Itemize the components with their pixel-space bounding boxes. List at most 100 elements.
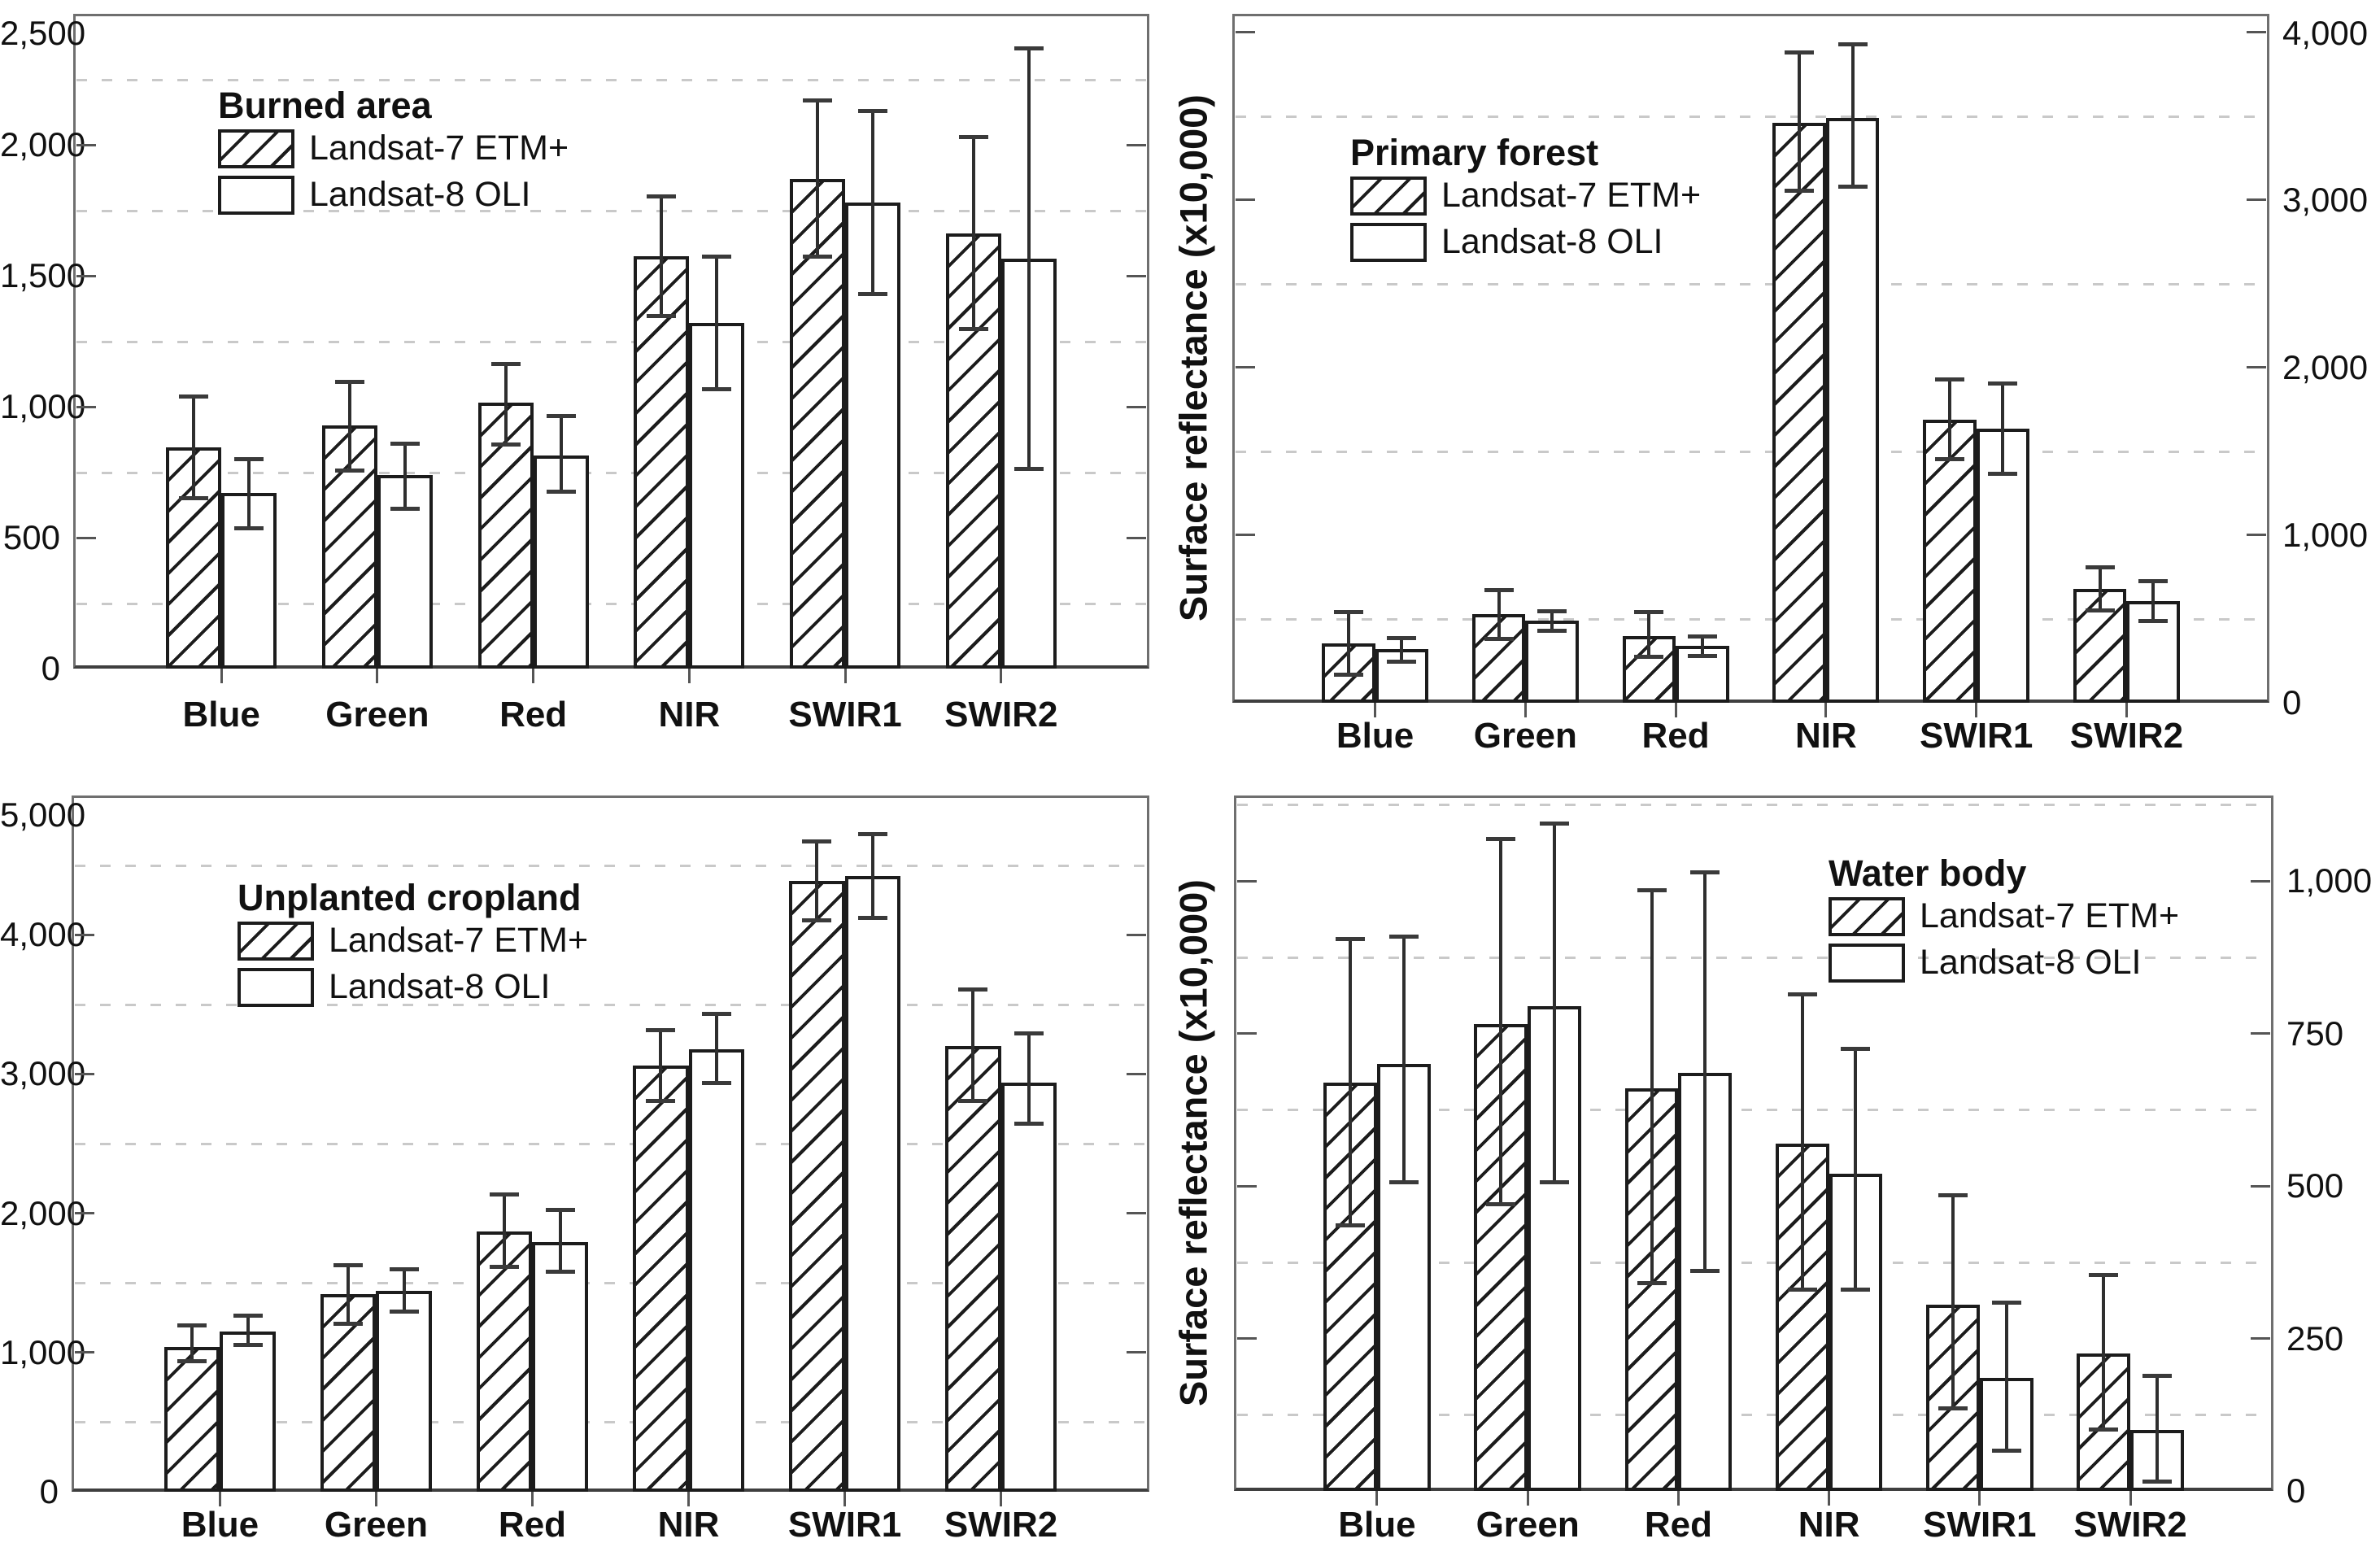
error-bar-cap	[702, 254, 732, 259]
legend-row: Landsat-7 ETM+	[218, 129, 569, 168]
error-bar-cap	[857, 915, 887, 920]
error-bar	[1951, 1195, 1955, 1409]
y-tick	[75, 1072, 94, 1075]
error-bar-cap	[1388, 934, 1419, 939]
y-tick-label: 4,000	[2282, 14, 2369, 52]
error-bar-cap	[1837, 42, 1868, 47]
gridline	[1236, 450, 2266, 453]
error-bar	[1027, 47, 1031, 470]
error-bar	[715, 255, 719, 390]
legend-title: Burned area	[218, 85, 432, 126]
error-bar-cap	[234, 457, 264, 462]
y-tick-label: 0	[2286, 1471, 2306, 1510]
error-bar-cap	[1637, 888, 1667, 893]
error-bar-cap	[1537, 608, 1567, 613]
x-tick	[843, 669, 847, 683]
error-bar-cap	[490, 1265, 520, 1270]
x-tick	[532, 669, 535, 683]
x-category-label: Blue	[1336, 716, 1414, 756]
x-tick	[687, 1492, 690, 1506]
x-tick	[218, 1492, 221, 1506]
error-bar-cap	[646, 1098, 676, 1103]
error-bar-cap	[490, 1192, 520, 1196]
legend-series-label: Landsat-8 OLI	[1920, 943, 2142, 982]
legend-swatch-hatched-icon	[1350, 176, 1427, 216]
error-bar-cap	[1938, 1193, 1968, 1198]
error-bar-cap	[647, 194, 677, 198]
error-bar-cap	[389, 1310, 419, 1314]
error-bar-cap	[1934, 377, 1964, 382]
error-bar-cap	[1333, 609, 1363, 614]
x-category-label: Green	[325, 695, 429, 734]
error-bar	[347, 381, 351, 471]
gridline	[75, 864, 1146, 867]
legend-swatch-hatched-icon	[1829, 896, 1905, 936]
error-bar-cap	[647, 313, 677, 318]
error-bar	[1647, 611, 1651, 658]
y-tick-label: 2,000	[2282, 347, 2369, 386]
error-bar-cap	[490, 442, 521, 447]
error-bar-cap	[1540, 821, 1570, 826]
bar-landsat7-etm	[633, 1066, 689, 1492]
bar-landsat7-etm	[1474, 1024, 1528, 1491]
bar-landsat8-oli	[532, 1241, 588, 1492]
x-category-label: SWIR1	[787, 1505, 902, 1543]
error-bar-cap	[1785, 189, 1815, 194]
x-tick	[530, 1492, 534, 1506]
x-category-label: SWIR1	[788, 695, 902, 734]
gridline	[1237, 1109, 2270, 1112]
error-bar-cap	[546, 414, 576, 419]
error-bar-cap	[1013, 467, 1044, 472]
error-bar-cap	[958, 327, 988, 331]
error-bar-cap	[802, 839, 832, 844]
x-category-label: SWIR2	[944, 695, 1058, 734]
bar-landsat8-oli	[1976, 429, 2030, 703]
y-tick	[2247, 534, 2266, 537]
error-bar-cap	[1540, 1180, 1570, 1185]
legend-series-label: Landsat-8 OLI	[329, 967, 551, 1006]
error-bar	[1497, 589, 1501, 639]
gridline	[1236, 617, 2266, 621]
x-tick	[1674, 703, 1677, 717]
y-tick	[2251, 1032, 2270, 1035]
gridline	[1237, 804, 2270, 807]
y-tick	[76, 405, 96, 408]
bar-landsat8-oli	[1528, 1005, 1581, 1491]
error-bar	[815, 841, 819, 922]
y-tick	[1127, 1212, 1146, 1215]
legend-series-label: Landsat-7 ETM+	[309, 129, 569, 168]
error-bar-cap	[390, 506, 420, 511]
x-category-label: Blue	[182, 695, 260, 734]
gridline	[1237, 1261, 2270, 1264]
error-bar-cap	[1837, 185, 1868, 190]
error-bar	[1703, 871, 1707, 1271]
error-bar	[1349, 939, 1353, 1226]
bar-landsat8-oli	[844, 876, 900, 1492]
x-tick	[376, 669, 379, 683]
x-category-label: Red	[1641, 716, 1710, 756]
error-bar-cap	[2089, 1272, 2119, 1277]
error-bar-cap	[333, 1262, 364, 1267]
error-bar	[559, 416, 563, 492]
error-bar	[714, 1013, 718, 1083]
legend-row: Landsat-7 ETM+	[1350, 176, 1701, 216]
gridline	[1236, 282, 2266, 285]
y-tick	[1237, 1184, 1257, 1188]
error-bar-cap	[2089, 1427, 2119, 1432]
y-tick	[1127, 1351, 1146, 1354]
legend-swatch-plain-icon	[218, 175, 294, 215]
y-tick-label: 0	[39, 1472, 59, 1510]
error-bar	[192, 396, 196, 499]
error-bar-cap	[334, 380, 364, 385]
error-bar-cap	[1537, 629, 1567, 634]
bar-landsat8-oli	[1825, 117, 1880, 703]
error-bar	[659, 1029, 663, 1101]
error-bar	[971, 988, 975, 1101]
error-bar	[1700, 635, 1704, 657]
gridline	[75, 1421, 1146, 1424]
error-bar-cap	[179, 495, 209, 500]
legend-series-label: Landsat-7 ETM+	[1920, 896, 2180, 935]
error-bar-cap	[390, 442, 420, 447]
